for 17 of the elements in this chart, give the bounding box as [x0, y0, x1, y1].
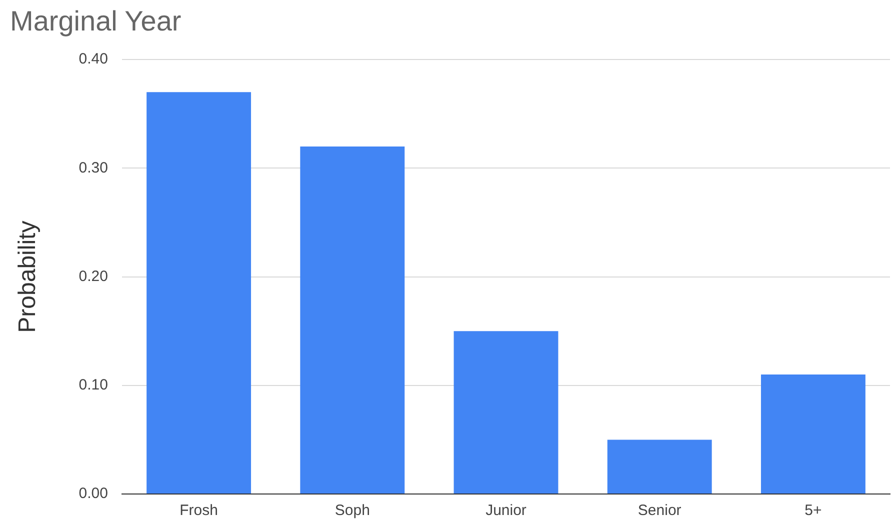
y-tick-label: 0.00 — [78, 485, 108, 502]
bar — [146, 92, 252, 494]
x-tick-label: Junior — [486, 502, 526, 520]
y-tick-label: 0.40 — [78, 50, 108, 68]
y-tick-label: 0.10 — [78, 376, 108, 394]
chart-title: Marginal Year — [10, 6, 182, 37]
x-tick-label: Senior — [638, 502, 682, 520]
y-tick-label: 0.20 — [78, 268, 108, 285]
x-tick-label: Frosh — [180, 502, 218, 520]
bar — [454, 331, 558, 494]
bar — [760, 374, 866, 494]
x-tick-label: 5+ — [804, 502, 822, 520]
x-tick-label: Soph — [334, 502, 370, 520]
bar — [300, 146, 405, 494]
y-axis-title: Probability — [14, 220, 42, 333]
y-tick-label: 0.30 — [78, 159, 108, 176]
bar — [607, 440, 712, 494]
